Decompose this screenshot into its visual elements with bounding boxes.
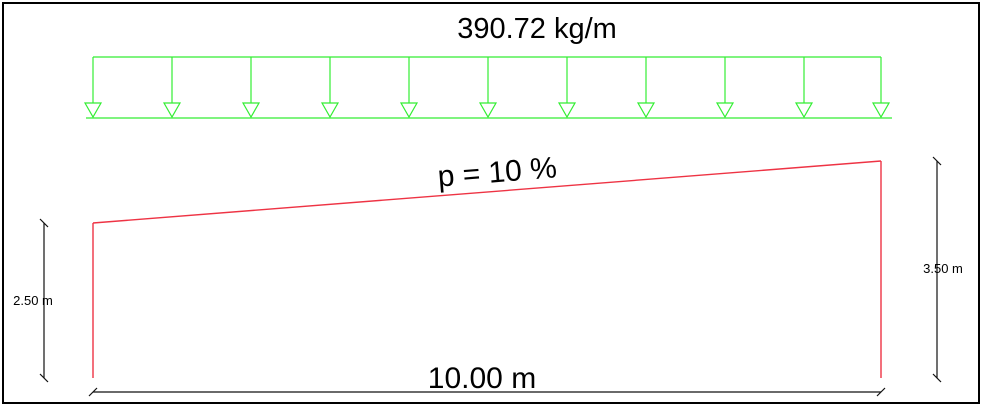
load-arrow: [83, 57, 103, 119]
load-arrow: [636, 57, 656, 119]
distributed-load: [83, 56, 892, 119]
load-magnitude-label: 390.72 kg/m: [457, 13, 617, 45]
span-label: 10.00 m: [428, 362, 536, 395]
load-arrow: [715, 57, 735, 119]
load-arrow: [557, 57, 577, 119]
load-arrow: [871, 57, 891, 119]
right-height-dimension: [932, 156, 942, 383]
span-dimension: [88, 387, 886, 397]
right-height-label: 3.50 m: [923, 261, 963, 276]
left-height-dimension: [39, 218, 49, 383]
load-arrow: [478, 57, 498, 119]
left-height-label: 2.50 m: [13, 293, 53, 308]
load-arrows: [83, 57, 891, 119]
sloped-rafter: [92, 160, 882, 224]
load-arrow: [399, 57, 419, 119]
load-arrow: [794, 57, 814, 119]
load-arrow: [241, 57, 261, 119]
portal-frame: [92, 160, 882, 378]
load-arrow: [162, 57, 182, 119]
load-arrow: [320, 57, 340, 119]
